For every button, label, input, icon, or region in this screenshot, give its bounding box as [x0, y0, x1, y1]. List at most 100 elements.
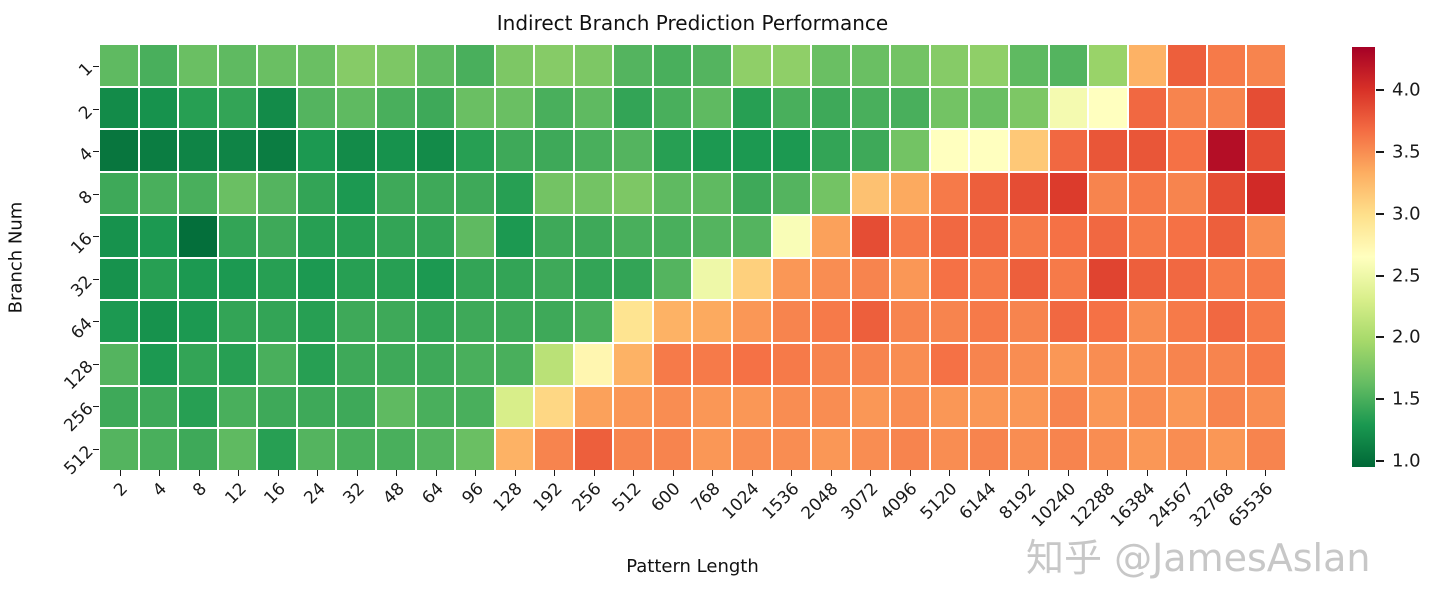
heatmap-cell	[851, 130, 890, 172]
heatmap-cell	[535, 429, 573, 470]
heatmap-cell	[139, 258, 178, 300]
heatmap-cell	[179, 87, 217, 129]
heatmap-cell	[1010, 386, 1048, 428]
heatmap-cell	[218, 215, 257, 257]
x-tick-label: 10240	[1027, 479, 1080, 532]
heatmap-cell	[614, 215, 652, 257]
heatmap-cell	[653, 258, 692, 300]
heatmap-cell	[1207, 45, 1246, 86]
x-tick-label: 6144	[956, 479, 1001, 524]
heatmap-cell	[297, 130, 336, 172]
heatmap-cell	[772, 301, 811, 342]
heatmap-cell	[139, 386, 178, 428]
heatmap-cell	[337, 130, 375, 172]
heatmap-cell	[258, 429, 296, 470]
heatmap-cell	[1128, 130, 1167, 172]
heatmap-cell	[258, 301, 296, 342]
heatmap-cell	[970, 429, 1009, 470]
heatmap-cell	[535, 130, 573, 172]
heatmap-cell	[772, 87, 811, 129]
heatmap-cell	[218, 45, 257, 86]
heatmap-cell	[1010, 173, 1048, 214]
heatmap-cell	[100, 343, 138, 385]
heatmap-cell	[930, 386, 969, 428]
heatmap-cell	[258, 258, 296, 300]
heatmap-cell	[179, 45, 217, 86]
heatmap-cell	[693, 386, 732, 428]
heatmap-cell	[970, 215, 1009, 257]
heatmap-cell	[1247, 258, 1285, 300]
heatmap-cell	[337, 343, 375, 385]
x-tick-label: 16	[260, 479, 290, 509]
heatmap-cell	[297, 386, 336, 428]
heatmap-cell	[653, 429, 692, 470]
heatmap-cell	[614, 45, 652, 86]
x-tick-mark	[1028, 470, 1030, 476]
heatmap-cell	[970, 343, 1009, 385]
heatmap-cell	[1010, 343, 1048, 385]
heatmap-cell	[733, 130, 771, 172]
heatmap-cell	[733, 343, 771, 385]
heatmap-cell	[574, 258, 613, 300]
heatmap-cell	[1089, 87, 1127, 129]
heatmap-cell	[495, 258, 534, 300]
heatmap-cell	[258, 343, 296, 385]
heatmap-cell	[851, 343, 890, 385]
x-tick-mark	[554, 470, 556, 476]
heatmap-cell	[495, 215, 534, 257]
heatmap-cell	[693, 215, 732, 257]
heatmap-cell	[1049, 386, 1088, 428]
heatmap-cell	[1010, 87, 1048, 129]
y-tick-mark	[93, 108, 99, 110]
heatmap-cell	[930, 45, 969, 86]
heatmap-cell	[653, 130, 692, 172]
heatmap-cell	[653, 343, 692, 385]
heatmap-cell	[653, 45, 692, 86]
heatmap-cell	[812, 87, 850, 129]
colorbar-tick-mark	[1376, 336, 1384, 339]
heatmap-cell	[495, 130, 534, 172]
heatmap-cell	[1207, 215, 1246, 257]
heatmap-cell	[614, 173, 652, 214]
x-tick-label: 96	[457, 479, 488, 509]
x-tick-mark	[198, 470, 200, 476]
heatmap-cell	[812, 130, 850, 172]
x-tick-mark	[317, 470, 319, 476]
heatmap-cell	[733, 301, 771, 342]
y-tick-mark	[93, 151, 99, 153]
heatmap-cell	[495, 301, 534, 342]
watermark: 知乎 @JamesAslan	[1026, 536, 1371, 580]
heatmap-cell	[179, 429, 217, 470]
heatmap-cell	[693, 87, 732, 129]
colorbar-tick-label: 3.5	[1392, 141, 1421, 163]
heatmap-cell	[1168, 386, 1206, 428]
heatmap-cell	[218, 429, 257, 470]
heatmap-cell	[772, 215, 811, 257]
heatmap-cell	[535, 215, 573, 257]
heatmap-cell	[1049, 45, 1088, 86]
heatmap-cell	[1128, 429, 1167, 470]
heatmap-cell	[416, 258, 455, 300]
heatmap-cell	[1089, 429, 1127, 470]
heatmap-cell	[456, 429, 494, 470]
heatmap-cell	[376, 258, 415, 300]
heatmap-cell	[1168, 130, 1206, 172]
heatmap-cell	[1168, 45, 1206, 86]
heatmap-cell	[337, 173, 375, 214]
heatmap-cell	[1168, 87, 1206, 129]
heatmap-cell	[1049, 130, 1088, 172]
heatmap-cell	[851, 87, 890, 129]
heatmap-cell	[574, 45, 613, 86]
heatmap-cell	[218, 386, 257, 428]
heatmap-cell	[733, 173, 771, 214]
y-tick-label: 2	[75, 101, 98, 124]
heatmap-cell	[297, 45, 336, 86]
heatmap-cell	[574, 386, 613, 428]
colorbar-tick-mark	[1376, 89, 1384, 92]
heatmap-cell	[1247, 130, 1285, 172]
x-tick-mark	[672, 470, 674, 476]
x-tick-mark	[1225, 470, 1227, 476]
heatmap-cell	[376, 429, 415, 470]
heatmap-cell	[218, 173, 257, 214]
